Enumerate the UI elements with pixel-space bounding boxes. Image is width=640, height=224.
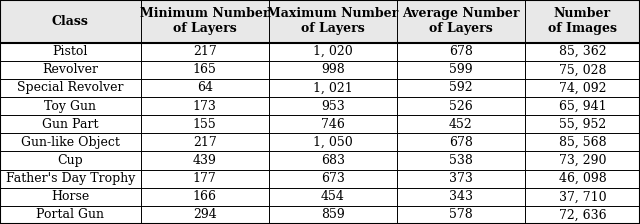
Text: 64: 64 [197,81,212,95]
Text: 592: 592 [449,81,472,95]
Text: Gun-like Object: Gun-like Object [21,136,120,149]
Text: 65, 941: 65, 941 [559,99,606,113]
Bar [0,97,640,115]
Text: Portal Gun: Portal Gun [36,208,104,222]
Text: 73, 290: 73, 290 [559,154,606,167]
Text: 683: 683 [321,154,345,167]
Text: 439: 439 [193,154,217,167]
Bar [525,0,640,43]
Text: 678: 678 [449,136,473,149]
Text: 538: 538 [449,154,473,167]
Text: 343: 343 [449,190,473,203]
Bar [269,0,397,43]
Text: 75, 028: 75, 028 [559,63,606,76]
Text: 452: 452 [449,118,473,131]
Text: 373: 373 [449,172,473,185]
Text: 526: 526 [449,99,473,113]
Bar [0,0,141,43]
Text: 678: 678 [449,45,473,58]
Text: 166: 166 [193,190,217,203]
Text: 46, 098: 46, 098 [559,172,606,185]
Text: 578: 578 [449,208,473,222]
Text: 165: 165 [193,63,217,76]
Bar [0,188,640,206]
Text: Class: Class [52,15,89,28]
Text: 294: 294 [193,208,217,222]
Bar [0,151,640,170]
Text: 1, 050: 1, 050 [313,136,353,149]
Text: Horse: Horse [51,190,90,203]
Text: 746: 746 [321,118,345,131]
Text: Maximum Number
of Layers: Maximum Number of Layers [267,7,399,35]
Bar [0,43,640,61]
Text: Toy Gun: Toy Gun [44,99,97,113]
Text: 998: 998 [321,63,345,76]
Bar [0,61,640,79]
Text: Revolver: Revolver [42,63,99,76]
Text: Minimum Number
of Layers: Minimum Number of Layers [140,7,269,35]
Text: Gun Part: Gun Part [42,118,99,131]
Bar [0,206,640,224]
Bar [397,0,525,43]
Text: Father's Day Trophy: Father's Day Trophy [6,172,135,185]
Text: 85, 568: 85, 568 [559,136,606,149]
Text: Average Number
of Layers: Average Number of Layers [402,7,520,35]
Bar [0,79,640,97]
Text: 599: 599 [449,63,472,76]
Text: Cup: Cup [58,154,83,167]
Text: 953: 953 [321,99,345,113]
Bar [0,133,640,151]
Text: 1, 021: 1, 021 [313,81,353,95]
Text: Number
of Images: Number of Images [548,7,617,35]
Text: 173: 173 [193,99,217,113]
Text: 859: 859 [321,208,345,222]
Text: 217: 217 [193,45,217,58]
Text: Special Revolver: Special Revolver [17,81,124,95]
Bar [0,170,640,188]
Text: 55, 952: 55, 952 [559,118,606,131]
Text: 85, 362: 85, 362 [559,45,606,58]
Text: 37, 710: 37, 710 [559,190,606,203]
Text: 1, 020: 1, 020 [313,45,353,58]
Text: 217: 217 [193,136,217,149]
Text: Pistol: Pistol [52,45,88,58]
Text: 177: 177 [193,172,217,185]
Text: 155: 155 [193,118,217,131]
Text: 673: 673 [321,172,345,185]
Text: 454: 454 [321,190,345,203]
Bar [141,0,269,43]
Text: 72, 636: 72, 636 [559,208,606,222]
Bar [0,115,640,133]
Text: 74, 092: 74, 092 [559,81,606,95]
